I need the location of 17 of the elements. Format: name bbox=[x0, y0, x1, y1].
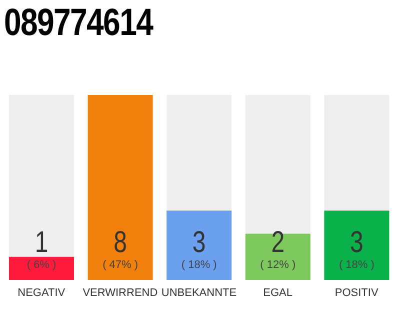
annotation: ( 47% ) bbox=[102, 259, 138, 271]
x-tick-label: NEGATIV bbox=[18, 286, 66, 299]
data-label: 2 bbox=[271, 224, 285, 259]
x-tick-label: EGAL bbox=[263, 286, 292, 299]
data-label: 3 bbox=[350, 224, 364, 259]
annotation: ( 18% ) bbox=[181, 259, 217, 271]
data-label: 1 bbox=[34, 224, 48, 259]
bar bbox=[9, 256, 74, 280]
x-tick-label: UNBEKANNTE bbox=[161, 286, 237, 299]
data-label: 3 bbox=[192, 224, 206, 259]
data-label: 8 bbox=[114, 224, 127, 259]
x-tick-label: VERWIRREND bbox=[82, 286, 158, 299]
annotation: ( 12% ) bbox=[260, 259, 296, 271]
annotation: ( 6% ) bbox=[26, 259, 56, 271]
chart-title: 089774614 bbox=[4, 2, 153, 45]
annotation: ( 18% ) bbox=[338, 259, 374, 271]
x-tick-label: POSITIV bbox=[334, 286, 379, 299]
